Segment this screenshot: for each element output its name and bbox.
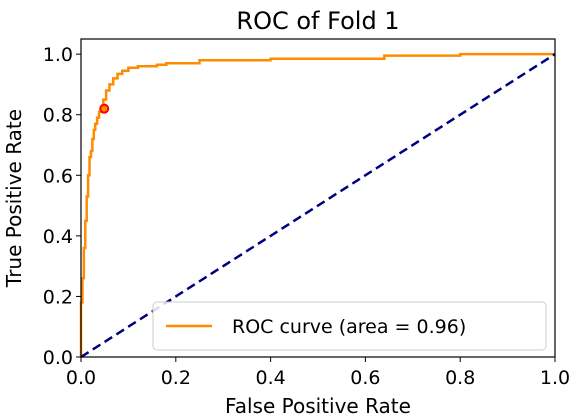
- y-tick-label: 0.2: [43, 286, 73, 308]
- y-axis-label: True Positive Rate: [2, 109, 26, 288]
- y-tick-label: 0.4: [43, 226, 73, 248]
- x-tick-label: 0.2: [161, 367, 191, 389]
- x-tick-label: 0.8: [445, 367, 475, 389]
- x-tick-label: 1.0: [540, 367, 570, 389]
- legend-label: ROC curve (area = 0.96): [232, 316, 466, 338]
- legend-box: [152, 301, 547, 351]
- y-tick-label: 0.0: [43, 347, 73, 369]
- x-tick-label: 0.6: [350, 367, 380, 389]
- y-tick-label: 0.6: [43, 165, 73, 187]
- x-tick-label: 0.4: [255, 367, 285, 389]
- x-tick-label: 0.0: [66, 367, 96, 389]
- x-axis-ticks: 0.0 0.2 0.4 0.6 0.8 1.0: [66, 357, 570, 389]
- marker-layer: [99, 103, 110, 114]
- legend: ROC curve (area = 0.96): [152, 301, 547, 351]
- y-axis-ticks: 0.0 0.2 0.4 0.6 0.8 1.0: [43, 44, 81, 369]
- plot-area: [79, 38, 556, 359]
- y-tick-label: 0.8: [43, 105, 73, 127]
- chart-title: ROC of Fold 1: [236, 7, 399, 35]
- operating-point-marker: [99, 103, 110, 114]
- chance-diagonal-line: [80, 53, 556, 359]
- y-tick-label: 1.0: [43, 44, 73, 66]
- x-axis-label: False Positive Rate: [225, 394, 411, 418]
- plot-frame: [80, 38, 556, 358]
